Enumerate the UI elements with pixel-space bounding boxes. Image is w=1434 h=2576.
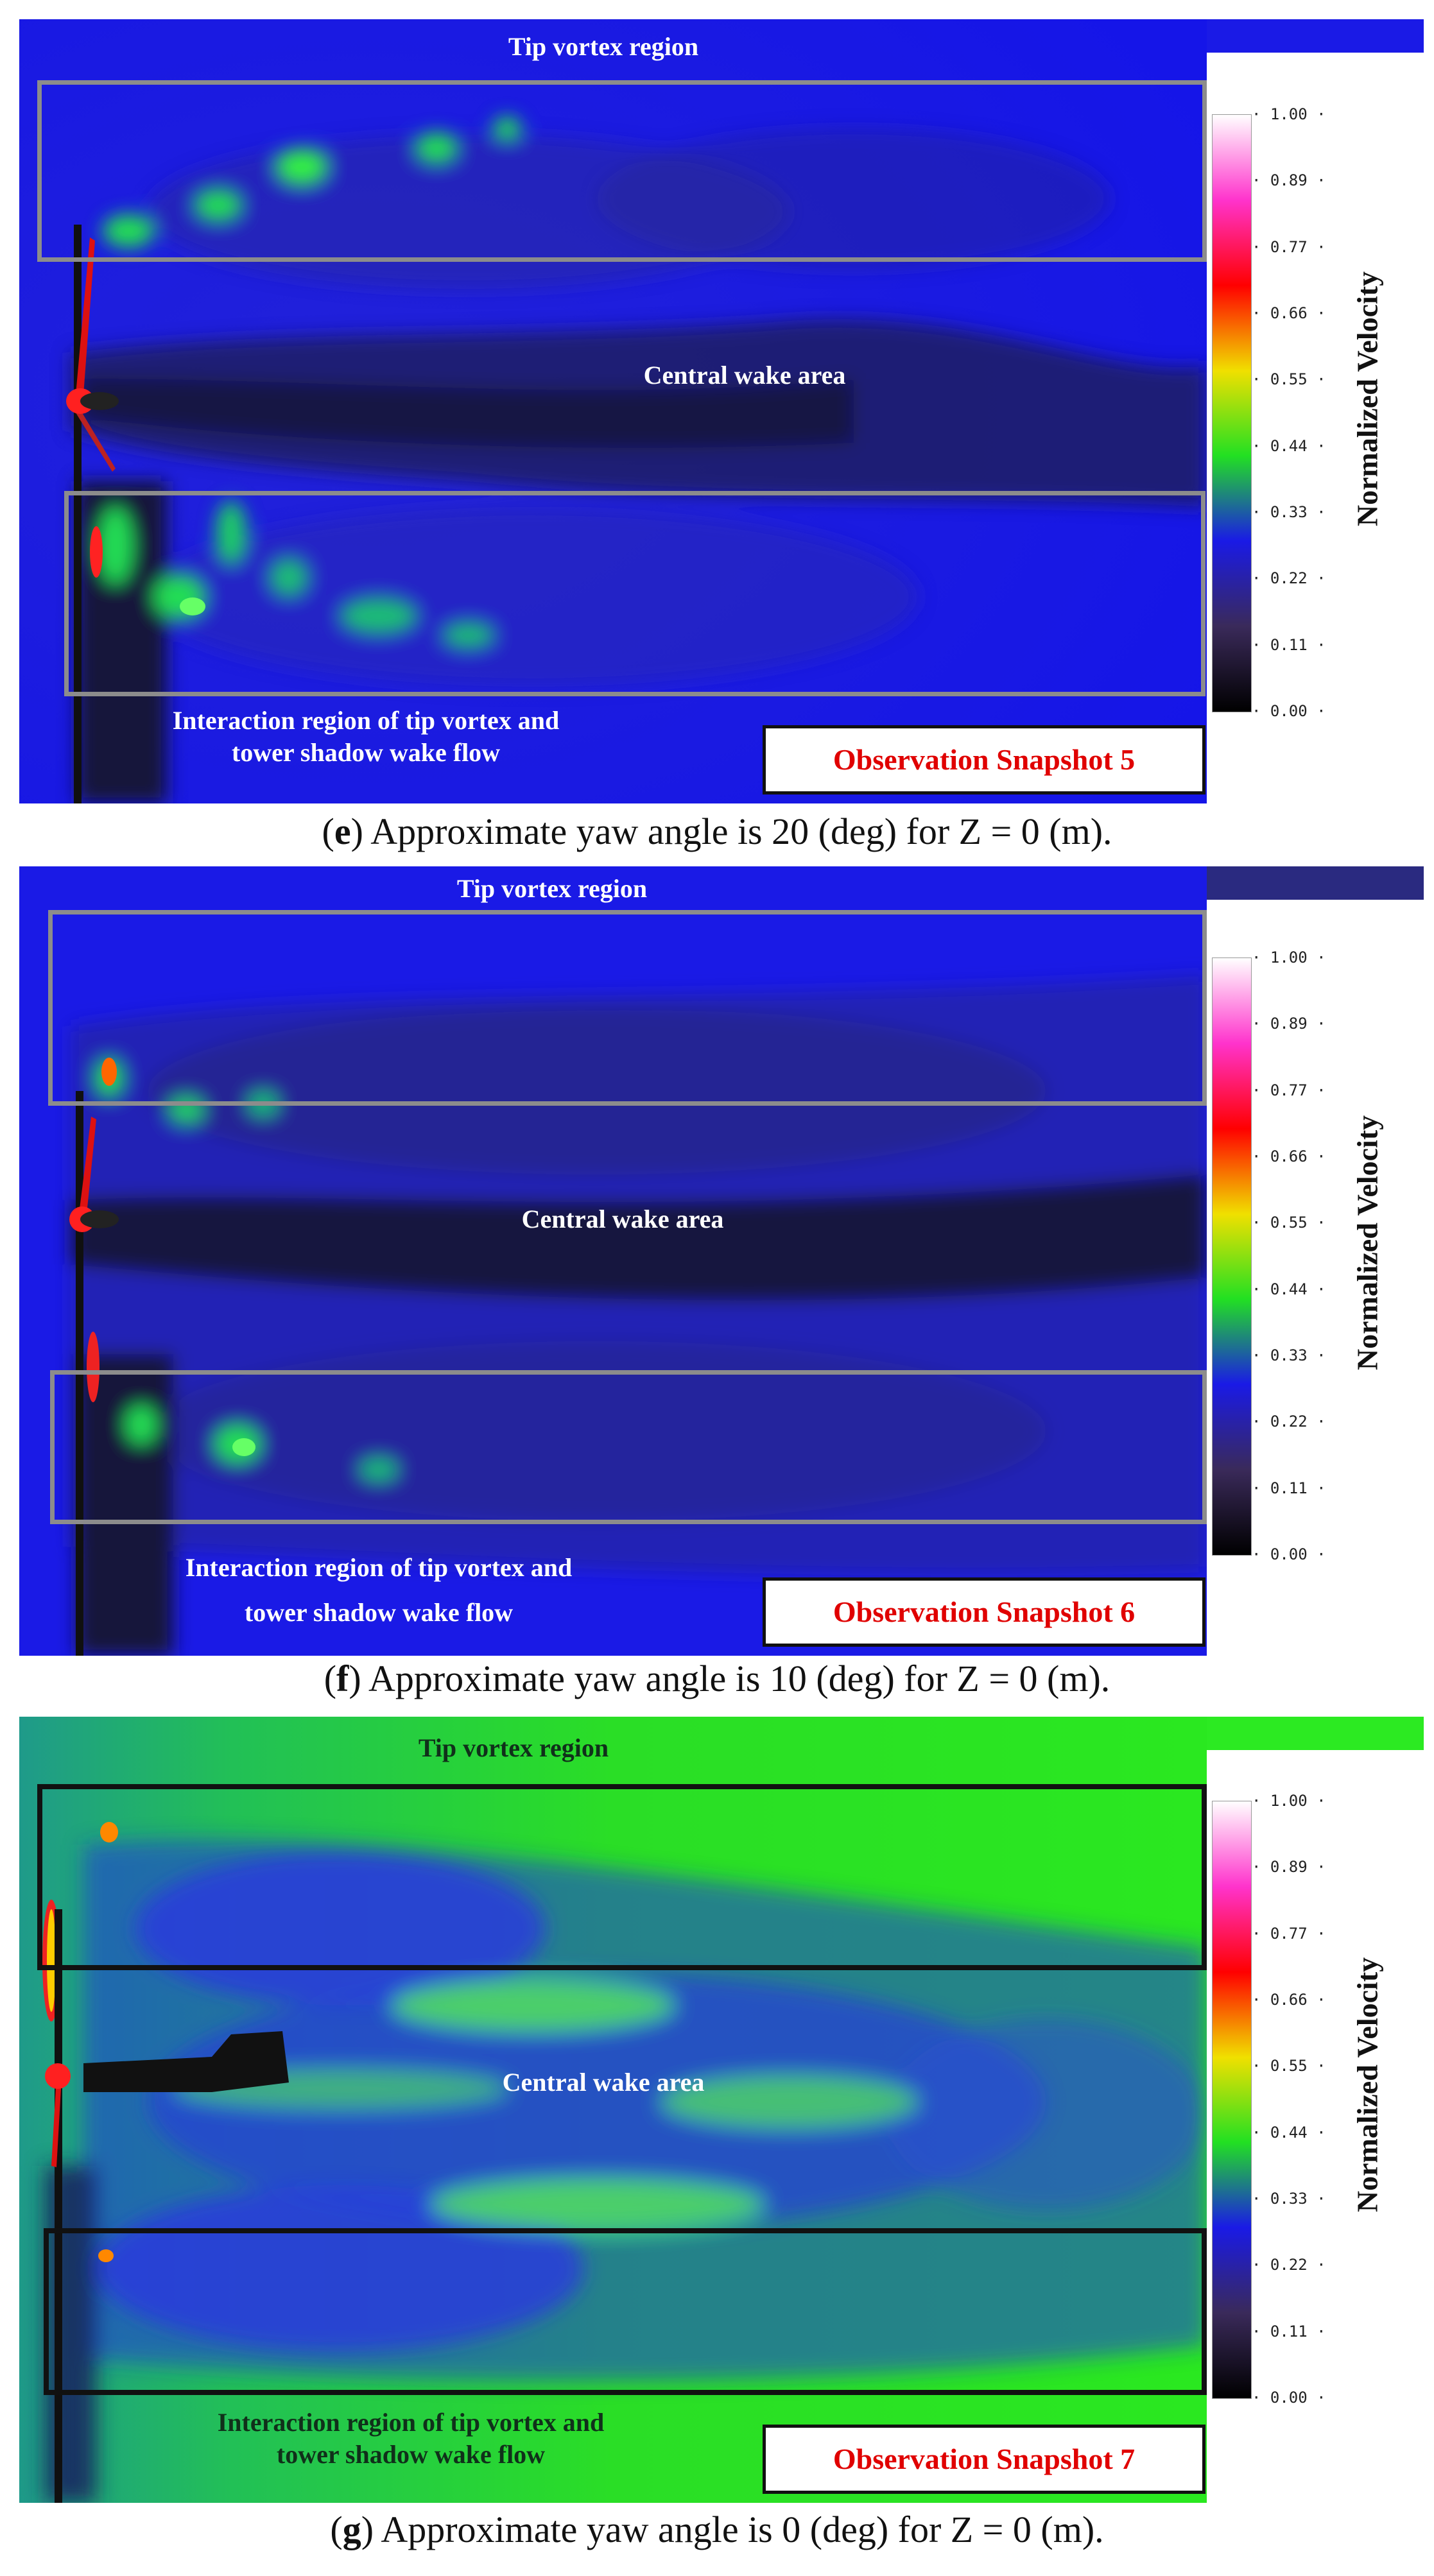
colorbar-title-e: Normalized Velocity [1351,271,1384,527]
colorbar-tick-label: · 0.22 · [1252,2256,1326,2274]
panel-g: Tip vortex region Central wake area Inte… [19,1717,1424,2503]
colorbar-tick-label: · 0.55 · [1252,370,1326,389]
flow-visualization-e [19,19,1207,803]
tip-vortex-label: Tip vortex region [456,874,648,903]
colorbar-tick-label: · 0.11 · [1252,2322,1326,2340]
colorbar-g [1212,1801,1252,2399]
caption-f: (f) Approximate yaw angle is 10 (deg) fo… [324,1658,1110,1699]
caption-letter: f [336,1658,349,1699]
interaction-label: Interaction region of tip vortex and tow… [116,705,616,769]
tip-vortex-box [48,910,1207,1106]
colorbar-title-f: Normalized Velocity [1351,1115,1384,1371]
snapshot-label: Observation Snapshot 7 [763,2425,1205,2494]
caption-text: Approximate yaw angle is 0 (deg) for Z =… [381,2509,1104,2550]
caption-text: Approximate yaw angle is 10 (deg) for Z … [368,1658,1110,1699]
snapshot-label: Observation Snapshot 6 [763,1577,1205,1647]
colorbar-ticks-g: · 1.00 · · 0.89 · · 0.77 · · 0.66 · · 0.55 ·… [1252,1792,1329,2407]
caption-g: (g) Approximate yaw angle is 0 (deg) for… [330,2509,1104,2550]
field-extension-e [1207,19,1424,53]
colorbar-tick-label: · 0.89 · [1252,1858,1326,1876]
caption-letter: g [342,2509,361,2550]
tip-vortex-box [37,1784,1207,1970]
field-extension-g [1207,1717,1424,1750]
colorbar-tick-label: · 0.00 · [1252,702,1326,720]
blade-icon [51,2076,62,2167]
colorbar-tick-label: · 0.33 · [1252,1346,1326,1364]
interaction-box [44,2228,1207,2395]
interaction-label-line2: tower shadow wake flow [231,738,501,767]
snapshot-label: Observation Snapshot 5 [763,725,1205,794]
colorbar-tick-label: · 0.77 · [1252,1924,1326,1943]
tip-vortex-label: Tip vortex region [418,1733,609,1762]
colorbar-tick-label: · 0.77 · [1252,1081,1326,1099]
colorbar-tick-label: · 0.00 · [1252,2389,1326,2407]
colorbar-tick-label: · 0.55 · [1252,1214,1326,1232]
colorbar-tick-label: · 0.89 · [1252,171,1326,190]
blade-icon [76,237,95,395]
colorbar-title-g: Normalized Velocity [1351,1957,1384,2213]
colorbar-tick-label: · 0.66 · [1252,1147,1326,1165]
colorbar-tick-label: · 0.89 · [1252,1015,1326,1033]
colorbar-tick-label: · 0.33 · [1252,2190,1326,2208]
tower-icon [55,1909,62,2503]
tip-vortex-label: Tip vortex region [508,32,699,61]
colorbar-tick-label: · 1.00 · [1252,105,1326,123]
colorbar-ticks-e: · 1.00 · · 0.89 · · 0.77 · · 0.66 · · 0.55 ·… [1252,105,1329,720]
central-wake-label: Central wake area [521,1205,724,1233]
interaction-label-line1: Interaction region of tip vortex and [172,706,560,735]
caption-e: (e) Approximate yaw angle is 20 (deg) fo… [322,811,1112,852]
colorbar-tick-label: · 0.22 · [1252,569,1326,588]
interaction-label-line1: Interaction region of tip vortex and [185,1553,573,1582]
interaction-label: Interaction region of tip vortex and tow… [160,2407,661,2471]
colorbar-tick-label: · 1.00 · [1252,1792,1326,1810]
blade-tip-highlight [90,526,103,578]
caption-letter: e [334,811,351,852]
interaction-label-line2: tower shadow wake flow [244,1598,514,1627]
colorbar-tick-label: · 0.44 · [1252,2123,1326,2142]
interaction-label-line2: tower shadow wake flow [276,2440,546,2469]
panel-e: Tip vortex region Central wake area Inte… [19,19,1424,803]
tip-vortex-box [37,80,1207,262]
colorbar-tick-label: · 0.66 · [1252,1991,1326,2009]
colorbar-tick-label: · 0.44 · [1252,436,1326,455]
panel-f: Tip vortex region Central wake area Inte… [19,866,1424,1656]
colorbar-tick-label: · 0.11 · [1252,1479,1326,1497]
blade-icon [78,1117,96,1221]
colorbar-e [1212,114,1252,712]
interaction-box [64,491,1205,696]
colorbar-tick-label: · 0.00 · [1252,1545,1326,1563]
colorbar-tick-label: · 0.22 · [1252,1413,1326,1431]
flow-visualization-f [19,866,1207,1656]
interaction-label-line1: Interaction region of tip vortex and [217,2408,605,2437]
colorbar-tick-label: · 1.00 · [1252,949,1326,966]
colorbar-tick-label: · 0.55 · [1252,2057,1326,2075]
interaction-box [50,1370,1207,1524]
velocity-field-g: Tip vortex region Central wake area Inte… [19,1717,1207,2503]
colorbar-tick-label: · 0.66 · [1252,304,1326,322]
colorbar-tick-label: · 0.77 · [1252,237,1326,256]
field-extension-f [1207,866,1424,900]
central-wake-label: Central wake area [643,361,846,390]
velocity-field-f: Tip vortex region Central wake area Inte… [19,866,1207,1656]
colorbar-tick-label: · 0.33 · [1252,503,1326,521]
central-wake-label: Central wake area [502,2068,705,2097]
colorbar-tick-label: · 0.44 · [1252,1280,1326,1298]
velocity-field-e: Tip vortex region Central wake area Inte… [19,19,1207,803]
colorbar-tick-label: · 0.11 · [1252,635,1326,654]
caption-text: Approximate yaw angle is 20 (deg) for Z … [370,811,1112,852]
hub-icon [45,2063,71,2089]
colorbar-ticks-f: · 1.00 · · 0.89 · · 0.77 · · 0.66 · · 0.55 ·… [1252,949,1329,1563]
colorbar-f [1212,957,1252,1556]
interaction-label: Interaction region of tip vortex and tow… [128,1545,629,1635]
